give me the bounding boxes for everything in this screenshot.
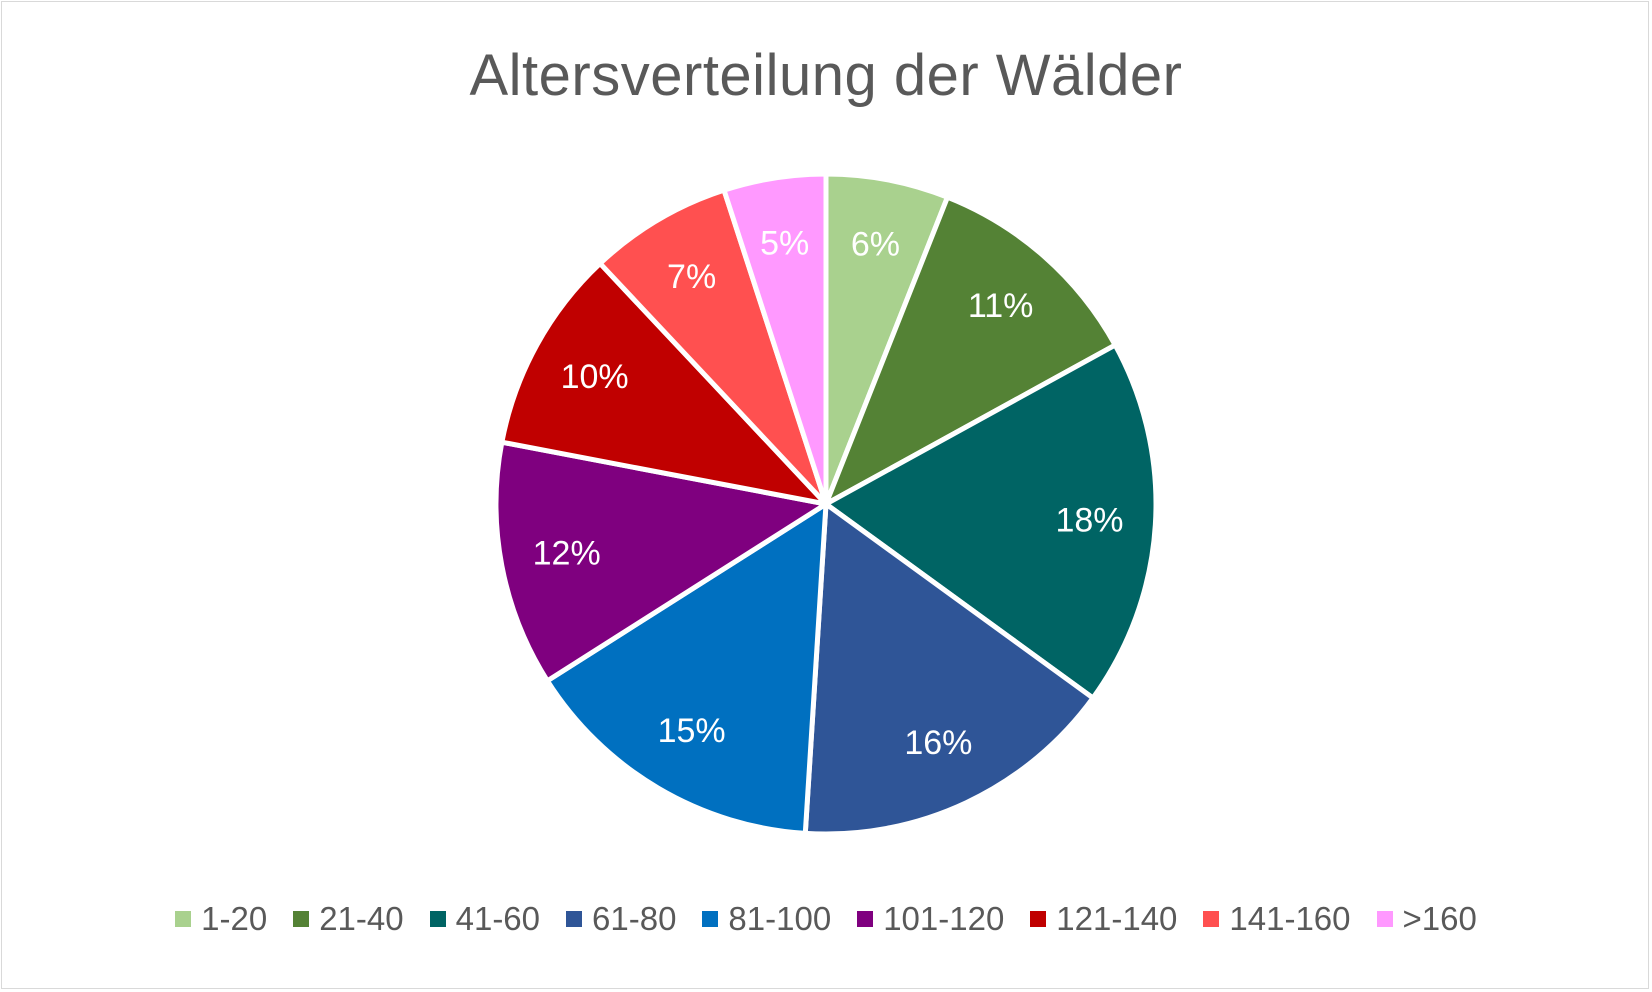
- legend-swatch: [1030, 911, 1047, 927]
- legend-label: 141-160: [1229, 900, 1351, 937]
- pie-data-labels: 6% 11% 18% 16% 15% 12% 10% 7% 5%: [533, 224, 1124, 762]
- chart-legend: 1-20 21-40 41-60 61-80 81-100 101-120 121-140 1…: [2, 900, 1650, 938]
- legend-item: 121-140: [1030, 900, 1177, 938]
- pie-slice-41-60: [823, 342, 1159, 701]
- legend-label: 61-80: [592, 900, 677, 937]
- legend-swatch: [175, 911, 192, 927]
- legend-label: 41-60: [455, 900, 541, 937]
- data-label: 6%: [851, 226, 900, 264]
- legend-swatch: [429, 911, 446, 927]
- pie-slice-21-40: [823, 194, 1118, 507]
- data-label: 16%: [904, 724, 972, 762]
- legend-swatch: [857, 911, 874, 927]
- legend-label: 21-40: [319, 900, 404, 937]
- data-label: 5%: [760, 224, 809, 262]
- legend-item: 1-20: [175, 900, 267, 938]
- pie-slice-81-100: [544, 501, 829, 836]
- legend-item: 81-100: [702, 900, 831, 938]
- legend-swatch: [293, 911, 310, 927]
- legend-swatch: [1376, 911, 1393, 927]
- pie-slice-160: [721, 171, 829, 507]
- pie-slice-61-80: [802, 501, 1096, 837]
- legend-item: >160: [1376, 900, 1477, 938]
- legend-swatch: [702, 911, 719, 927]
- legend-swatch: [566, 911, 583, 927]
- legend-label: 101-120: [883, 900, 1005, 937]
- pie-slice-141-160: [597, 187, 829, 507]
- data-label: 10%: [561, 358, 629, 396]
- data-label: 18%: [1055, 502, 1123, 540]
- legend-swatch: [1203, 911, 1220, 927]
- legend-item: 61-80: [566, 900, 676, 938]
- legend-label: 121-140: [1056, 900, 1178, 937]
- data-label: 15%: [658, 712, 726, 750]
- legend-label: >160: [1402, 900, 1477, 937]
- legend-item: 21-40: [293, 900, 404, 938]
- data-label: 11%: [968, 287, 1034, 325]
- chart-title: Altersverteilung der Wälder: [469, 43, 1183, 108]
- data-label: 12%: [533, 534, 601, 572]
- pie-slice-101-120: [493, 439, 829, 684]
- legend-item: 101-120: [857, 900, 1004, 938]
- legend-item: 141-160: [1203, 900, 1351, 938]
- pie-slice-121-140: [499, 260, 829, 507]
- legend-item: 41-60: [429, 900, 541, 938]
- data-label: 7%: [667, 258, 716, 296]
- legend-label: 1-20: [201, 900, 268, 937]
- legend-label: 81-100: [728, 900, 832, 937]
- pie-slices: [493, 171, 1159, 837]
